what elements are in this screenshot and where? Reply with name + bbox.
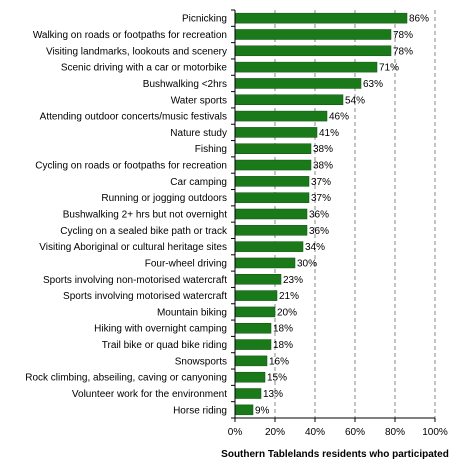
bar-15 bbox=[234, 241, 304, 252]
x-tick-label-20: 20% bbox=[265, 427, 285, 438]
category-label-3: Visiting landmarks, lookouts and scenery bbox=[46, 46, 227, 57]
category-labels: Picnicking Walking on roads or footpaths … bbox=[25, 14, 228, 417]
bar-24 bbox=[234, 388, 262, 399]
bar-7 bbox=[234, 110, 328, 122]
category-label-4: Scenic driving with a car or motorbike bbox=[61, 63, 228, 74]
value-label-7: 46% bbox=[329, 112, 349, 123]
axes bbox=[231, 9, 436, 422]
category-label-11: Car camping bbox=[170, 177, 227, 188]
bar-2 bbox=[234, 29, 392, 40]
bar-12 bbox=[234, 192, 310, 203]
category-label-9: Fishing bbox=[195, 144, 227, 155]
category-label-17: Sports involving non-motorised watercraf… bbox=[43, 275, 227, 286]
value-label-15: 34% bbox=[305, 242, 325, 253]
bar-18 bbox=[234, 290, 278, 301]
value-label-4: 71% bbox=[379, 63, 399, 74]
category-label-14: Cycling on a sealed bike path or track bbox=[60, 226, 228, 237]
value-label-1: 86% bbox=[409, 14, 429, 25]
value-label-17: 23% bbox=[283, 275, 303, 286]
value-label-11: 37% bbox=[311, 177, 331, 188]
bar-9 bbox=[234, 143, 312, 154]
value-label-13: 36% bbox=[309, 210, 329, 221]
category-label-5: Bushwalking <2hrs bbox=[143, 79, 227, 90]
value-label-18: 21% bbox=[279, 291, 299, 302]
bar-5 bbox=[234, 78, 362, 89]
category-label-25: Horse riding bbox=[173, 405, 227, 416]
value-label-3: 78% bbox=[393, 46, 413, 57]
x-tick-label-100: 100% bbox=[422, 427, 448, 438]
bar-21 bbox=[234, 339, 272, 350]
value-label-21: 18% bbox=[273, 340, 293, 351]
category-label-16: Four-wheel driving bbox=[145, 258, 227, 269]
bar-11 bbox=[234, 176, 310, 187]
value-label-5: 63% bbox=[363, 79, 383, 90]
category-label-23: Rock climbing, abseiling, caving or cany… bbox=[25, 373, 227, 384]
bar-10 bbox=[234, 159, 312, 171]
category-label-6: Water sports bbox=[171, 95, 227, 106]
value-label-12: 37% bbox=[311, 193, 331, 204]
value-label-23: 15% bbox=[267, 373, 287, 384]
bar-1 bbox=[234, 12, 408, 24]
category-label-18: Sports involving motorised watercraft bbox=[63, 291, 227, 302]
value-label-25: 9% bbox=[255, 405, 270, 416]
category-label-15: Visiting Aboriginal or cultural heritage… bbox=[39, 242, 227, 253]
bar-20 bbox=[234, 322, 272, 334]
bar-16 bbox=[234, 257, 296, 269]
x-tick-label-40: 40% bbox=[305, 427, 325, 438]
value-labels: 86% 78% 78% 71% 63% 54% 46% 41% 38% 38% 37% 37% 36% 3… bbox=[255, 14, 429, 417]
category-label-8: Nature study bbox=[170, 128, 227, 139]
category-label-12: Running or jogging outdoors bbox=[101, 193, 227, 204]
tick-labels: 0% 20% 40% 60% 80% 100% bbox=[228, 427, 448, 438]
category-label-19: Mountain biking bbox=[157, 307, 227, 318]
category-label-20: Hiking with overnight camping bbox=[94, 324, 227, 335]
category-label-2: Walking on roads or footpaths for recrea… bbox=[33, 30, 227, 41]
bar-25 bbox=[234, 404, 254, 416]
value-label-9: 38% bbox=[313, 144, 333, 155]
value-label-22: 16% bbox=[269, 356, 289, 367]
value-label-14: 36% bbox=[309, 226, 329, 237]
bar-22 bbox=[234, 355, 268, 367]
category-label-21: Trail bike or quad bike riding bbox=[102, 340, 227, 351]
bar-6 bbox=[234, 94, 344, 106]
bar-13 bbox=[234, 208, 308, 220]
category-label-7: Attending outdoor concerts/music festiva… bbox=[40, 112, 227, 123]
value-label-8: 41% bbox=[319, 128, 339, 139]
value-label-20: 18% bbox=[273, 324, 293, 335]
bar-3 bbox=[234, 45, 392, 57]
bar-4 bbox=[234, 61, 378, 73]
bar-23 bbox=[234, 371, 266, 383]
value-label-2: 78% bbox=[393, 30, 413, 41]
bars bbox=[234, 12, 408, 416]
x-tick-label-60: 60% bbox=[345, 427, 365, 438]
bar-17 bbox=[234, 274, 282, 285]
category-label-1: Picnicking bbox=[182, 14, 227, 25]
x-tick-label-0: 0% bbox=[228, 427, 243, 438]
category-label-22: Snowsports bbox=[175, 356, 227, 367]
category-label-10: Cycling on roads or footpaths for recrea… bbox=[35, 161, 227, 172]
bar-8 bbox=[234, 127, 318, 138]
value-label-24: 13% bbox=[263, 389, 283, 400]
value-label-10: 38% bbox=[313, 161, 333, 172]
x-tick-label-80: 80% bbox=[385, 427, 405, 438]
x-axis-title: Southern Tablelands residents who partic… bbox=[221, 449, 449, 460]
value-label-19: 20% bbox=[277, 307, 297, 318]
category-label-13: Bushwalking 2+ hrs but not overnight bbox=[63, 210, 227, 221]
bar-19 bbox=[234, 306, 276, 318]
value-label-6: 54% bbox=[345, 95, 365, 106]
value-label-16: 30% bbox=[297, 258, 317, 269]
category-label-24: Volunteer work for the environment bbox=[72, 389, 227, 400]
bar-14 bbox=[234, 225, 308, 236]
